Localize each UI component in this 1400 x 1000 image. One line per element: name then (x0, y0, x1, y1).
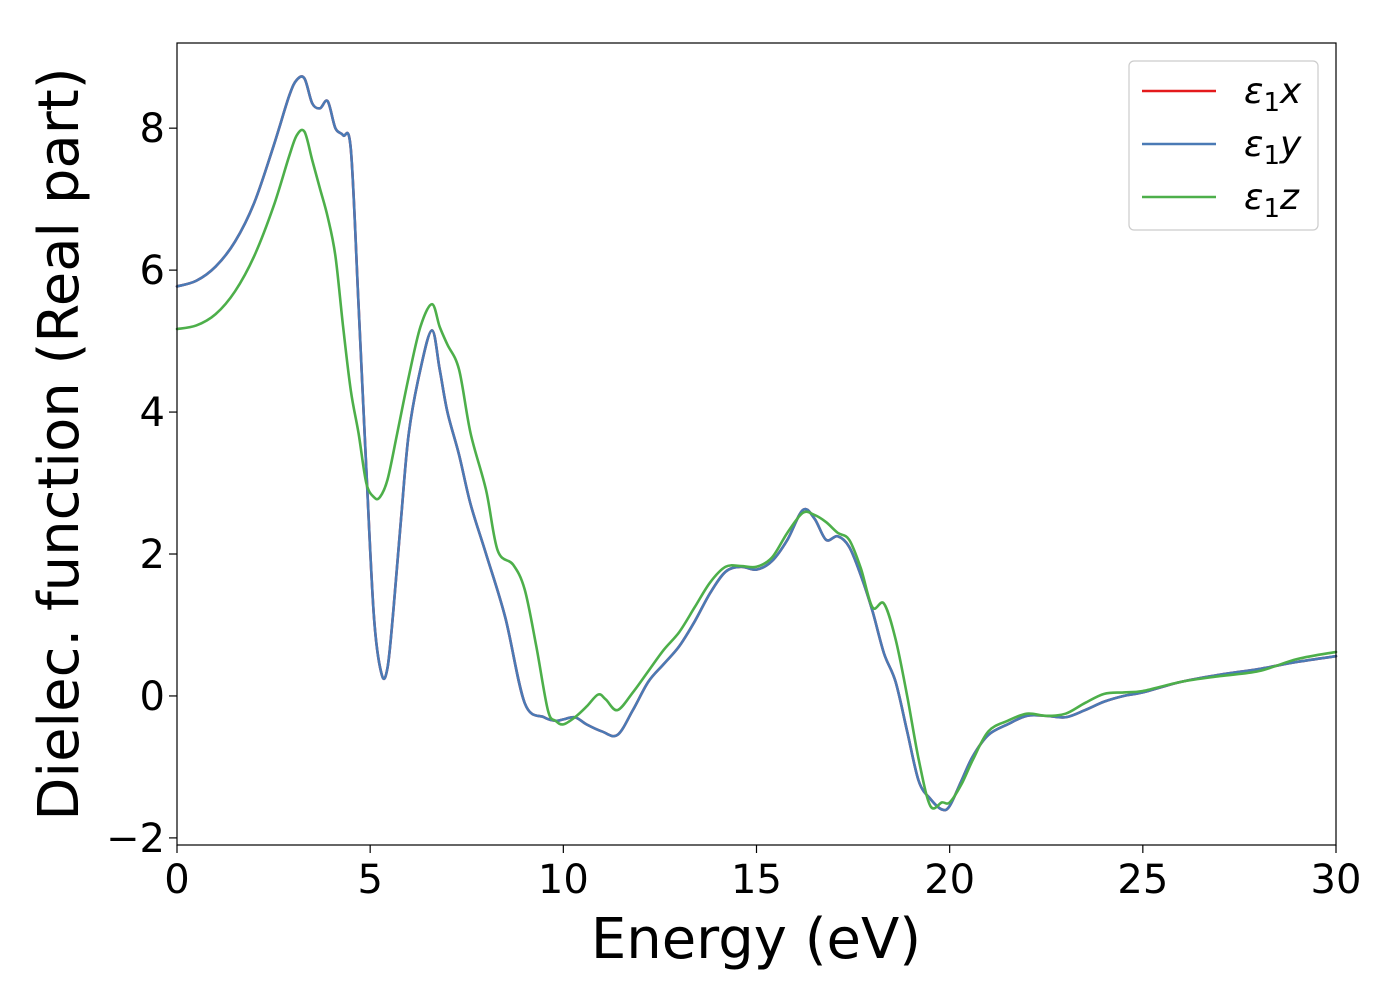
y-tick-label: 4 (140, 390, 165, 436)
x-tick-label: 30 (1311, 857, 1362, 903)
y-tick-label: 2 (140, 532, 165, 578)
y-axis-ticks: −2 0 2 4 6 8 (106, 106, 177, 862)
x-tick-label: 10 (538, 857, 589, 903)
x-tick-label: 25 (1117, 857, 1168, 903)
legend-label-y: ε1y (1244, 124, 1302, 171)
y-tick-label: 8 (140, 106, 165, 152)
y-tick-label: 0 (140, 674, 165, 720)
series-line-z (175, 128, 1338, 810)
legend-label-x: ε1x (1244, 71, 1302, 118)
x-tick-label: 0 (164, 857, 189, 903)
y-tick-label: −2 (106, 816, 165, 862)
legend: ε1x ε1y ε1z (1128, 60, 1319, 231)
x-tick-label: 15 (731, 857, 782, 903)
x-tick-label: 5 (357, 857, 382, 903)
series-layer (175, 75, 1338, 812)
x-axis-ticks: 0 5 10 15 20 25 30 (164, 845, 1361, 903)
y-axis-title: Dielec. function (Real part) (27, 67, 92, 820)
x-axis-title: Energy (eV) (591, 907, 921, 972)
legend-box (1128, 60, 1319, 231)
y-tick-label: 6 (140, 248, 165, 294)
x-tick-label: 20 (924, 857, 975, 903)
legend-label-z: ε1z (1244, 177, 1300, 224)
